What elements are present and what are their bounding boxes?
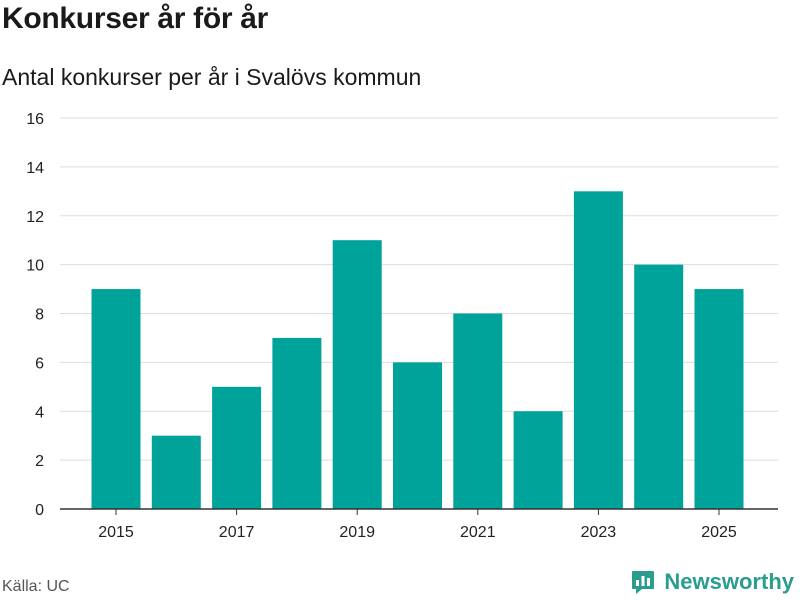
y-tick-label-4: 4 [35, 404, 44, 421]
y-axis-ticks: 0 2 4 6 8 10 12 14 16 [26, 111, 44, 519]
x-tick-label-2025: 2025 [701, 524, 737, 541]
y-tick-label-8: 8 [35, 307, 44, 324]
x-axis-ticks: 2015 2017 2019 2021 2023 2025 [98, 509, 737, 541]
bar-2015 [91, 289, 141, 509]
y-tick-label-12: 12 [26, 209, 44, 226]
x-tick-label-2019: 2019 [339, 524, 375, 541]
bar-2016 [151, 435, 201, 509]
bar-2018 [272, 337, 322, 509]
newsworthy-logo-icon [632, 571, 655, 594]
y-tick-label-16: 16 [26, 111, 44, 128]
bar-2023 [573, 191, 623, 509]
y-tick-label-6: 6 [35, 355, 44, 372]
y-tick-label-0: 0 [35, 502, 44, 519]
bar-2024 [634, 264, 684, 509]
brand-name: Newsworthy [664, 569, 794, 594]
source-note: Källa: UC [2, 578, 70, 595]
y-tick-label-14: 14 [26, 160, 44, 177]
brand-logo: Newsworthy [630, 569, 794, 595]
x-tick-label-2023: 2023 [581, 524, 617, 541]
bar-2021 [453, 313, 503, 509]
x-tick-label-2017: 2017 [219, 524, 255, 541]
x-tick-label-2015: 2015 [98, 524, 134, 541]
y-tick-label-2: 2 [35, 453, 44, 470]
bar-2019 [332, 240, 382, 509]
y-tick-label-10: 10 [26, 258, 44, 275]
bars [91, 191, 744, 509]
bar-chart: 0 2 4 6 8 10 12 14 16 2015 2017 2019 2021 2023 2025 [26, 111, 778, 541]
x-tick-label-2021: 2021 [460, 524, 496, 541]
bar-2020 [393, 362, 442, 509]
bar-2022 [513, 411, 563, 509]
chart-title: Konkurser år för år [2, 2, 269, 35]
bar-2025 [694, 289, 744, 509]
chart-subtitle: Antal konkurser per år i Svalövs kommun [2, 64, 422, 90]
bar-2017 [212, 386, 262, 509]
